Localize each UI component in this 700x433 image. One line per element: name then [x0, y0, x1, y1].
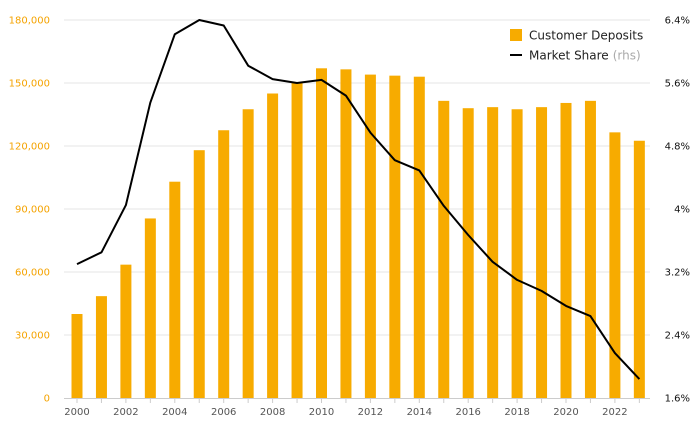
bar-2017	[487, 107, 499, 399]
legend-label-market-share-name: Market Share	[529, 49, 609, 63]
legend-label-market-share: Market Share (rhs)	[529, 49, 641, 63]
y-right-tick-label: 4%	[674, 205, 690, 216]
bar-2004	[169, 181, 181, 398]
bar-2002	[120, 264, 132, 398]
bar-2022	[609, 132, 621, 398]
bar-2009	[291, 83, 303, 398]
x-tick-label: 2014	[407, 407, 432, 418]
legend: Customer Deposits Market Share (rhs)	[510, 29, 643, 63]
y-left-tick-label: 120,000	[9, 142, 50, 153]
bar-2007	[242, 109, 254, 398]
bar-2011	[340, 69, 352, 398]
bar-2005	[193, 150, 205, 398]
bar-2015	[438, 100, 450, 398]
bar-2019	[536, 107, 548, 399]
x-tick-label: 2012	[358, 407, 383, 418]
bar-2012	[364, 74, 376, 398]
x-tick-label: 2010	[309, 407, 334, 418]
bar-2013	[389, 75, 401, 399]
legend-label-customer-deposits: Customer Deposits	[529, 29, 643, 43]
y-right-tick-label: 1.6%	[665, 394, 690, 405]
bar-2016	[462, 108, 474, 398]
legend-label-rhs-note: (rhs)	[613, 49, 641, 63]
legend-swatch-customer-deposits	[510, 29, 522, 41]
x-tick-label: 2000	[64, 407, 89, 418]
y-left-tick-label: 0	[44, 394, 50, 405]
market-share-line	[76, 19, 641, 380]
y-right-tick-label: 4.8%	[665, 142, 690, 153]
bar-2001	[95, 296, 107, 398]
bar-2006	[218, 130, 230, 398]
x-tick-label: 2020	[553, 407, 578, 418]
y-right-tick-label: 6.4%	[665, 16, 690, 27]
x-tick-label: 2002	[113, 407, 138, 418]
y-right-tick-label: 3.2%	[665, 268, 690, 279]
bar-2020	[560, 102, 572, 398]
x-tick-label: 2016	[455, 407, 480, 418]
bar-2003	[144, 218, 156, 398]
y-right-tick-label: 2.4%	[665, 331, 690, 342]
x-tick-label: 2004	[162, 407, 187, 418]
y-left-tick-label: 60,000	[15, 268, 50, 279]
x-tick-label: 2018	[504, 407, 529, 418]
y-left-tick-label: 30,000	[15, 331, 50, 342]
bar-2000	[71, 314, 83, 398]
bar-2021	[584, 100, 596, 398]
x-tick-label: 2022	[602, 407, 627, 418]
line-series-market-share	[76, 19, 641, 380]
y-left-tick-label: 150,000	[9, 79, 50, 90]
bar-2018	[511, 109, 523, 398]
bar-2023	[633, 140, 645, 398]
y-right-tick-label: 5.6%	[665, 79, 690, 90]
axes: 0 30,000 60,000 90,000 120,000 150,000 180,000…	[9, 16, 690, 419]
gridlines	[64, 19, 650, 336]
bar-2010	[316, 68, 327, 399]
bar-series-customer-deposits	[71, 68, 645, 399]
bar-2008	[267, 93, 279, 398]
x-tick-label: 2006	[211, 407, 236, 418]
x-tick-label: 2008	[260, 407, 285, 418]
y-left-tick-label: 90,000	[15, 205, 50, 216]
y-left-tick-label: 180,000	[9, 16, 50, 27]
bar-2014	[413, 76, 425, 398]
